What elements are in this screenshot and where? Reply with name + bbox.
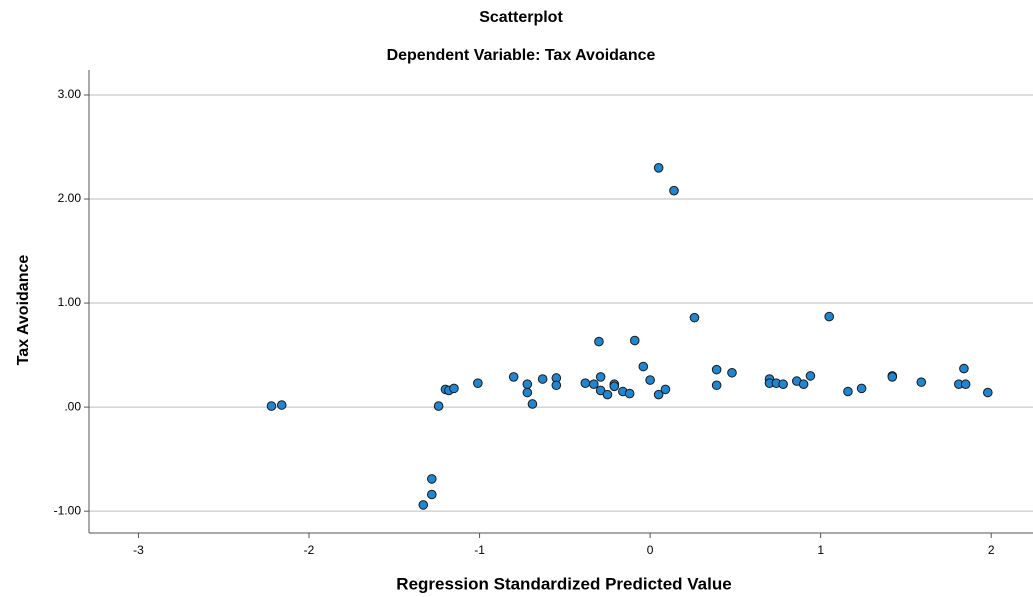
point bbox=[427, 474, 437, 484]
y-tick-label: .00 bbox=[64, 399, 81, 413]
point bbox=[856, 383, 867, 394]
point bbox=[580, 378, 591, 388]
point bbox=[427, 489, 437, 500]
point bbox=[669, 185, 679, 196]
chart-subtitle: Dependent Variable: Tax Avoidance bbox=[387, 47, 656, 64]
point bbox=[551, 380, 562, 391]
point bbox=[609, 381, 620, 392]
x-tick-label: 1 bbox=[817, 543, 824, 557]
point bbox=[602, 389, 613, 400]
y-tick-label: 1.00 bbox=[58, 295, 82, 309]
point bbox=[959, 363, 969, 374]
point bbox=[689, 312, 700, 323]
point bbox=[522, 387, 533, 398]
point bbox=[887, 372, 898, 382]
y-axis-label: Tax Avoidance bbox=[15, 255, 32, 366]
point bbox=[711, 380, 722, 391]
point bbox=[418, 500, 429, 510]
x-tick-label: 0 bbox=[647, 543, 654, 557]
point bbox=[645, 375, 655, 385]
point bbox=[711, 364, 722, 375]
point bbox=[824, 311, 834, 322]
point bbox=[916, 377, 927, 387]
point bbox=[449, 383, 459, 394]
point bbox=[638, 361, 649, 372]
y-tick-label: 3.00 bbox=[58, 87, 82, 101]
point bbox=[537, 374, 548, 384]
point bbox=[266, 401, 277, 411]
point bbox=[594, 336, 604, 347]
point bbox=[624, 388, 635, 399]
point bbox=[473, 378, 483, 388]
point bbox=[595, 372, 606, 382]
point bbox=[983, 387, 993, 398]
point bbox=[629, 335, 640, 346]
point bbox=[508, 372, 519, 382]
point bbox=[778, 379, 788, 390]
point bbox=[527, 399, 538, 409]
point bbox=[589, 379, 599, 390]
point bbox=[595, 385, 606, 396]
point bbox=[843, 386, 853, 397]
point bbox=[660, 384, 671, 395]
point bbox=[276, 400, 287, 410]
point bbox=[653, 389, 664, 400]
point bbox=[433, 401, 444, 411]
y-tick-label: 2.00 bbox=[58, 191, 82, 205]
point bbox=[522, 379, 533, 390]
point bbox=[960, 379, 971, 390]
x-tick-label: -1 bbox=[474, 543, 485, 557]
x-tick-label: -3 bbox=[133, 543, 144, 557]
point bbox=[798, 379, 809, 390]
point bbox=[653, 163, 664, 173]
y-tick-label: -1.00 bbox=[54, 503, 82, 517]
point bbox=[805, 371, 816, 381]
x-tick-label: 2 bbox=[988, 543, 995, 557]
chart-title: Scatterplot bbox=[479, 9, 563, 26]
point bbox=[727, 367, 737, 378]
x-axis-label: Regression Standardized Predicted Value bbox=[396, 574, 731, 593]
x-tick-label: -2 bbox=[304, 543, 315, 557]
